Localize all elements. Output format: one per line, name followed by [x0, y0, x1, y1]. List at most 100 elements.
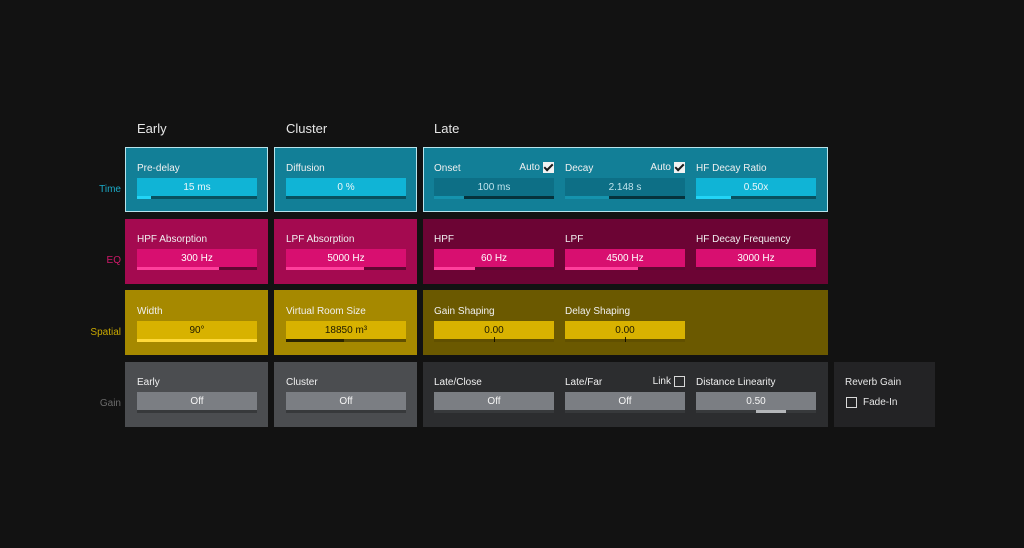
- width-value: 90°: [189, 325, 205, 336]
- virtual-room-size-value: 18850 m³: [324, 325, 368, 336]
- row-label-spatial: Spatial: [90, 327, 121, 338]
- delay-shaping-slider[interactable]: 0.00: [565, 321, 685, 342]
- distance-linearity-track: [696, 410, 816, 413]
- hpf-label: HPF: [434, 234, 454, 245]
- gain-shaping-track: [434, 337, 554, 342]
- lpf-absorption-track: [286, 267, 406, 270]
- late-close-value: Off: [487, 396, 501, 407]
- distance-linearity-label: Distance Linearity: [696, 377, 776, 388]
- distance-linearity-fill: [756, 410, 786, 413]
- predelay-control: Pre-delay 15 ms: [137, 162, 257, 199]
- hpf-absorption-slider[interactable]: 300 Hz: [137, 249, 257, 270]
- onset-value: 100 ms: [477, 182, 511, 193]
- onset-fill: [434, 196, 464, 199]
- hf-decay-ratio-track: [696, 196, 816, 199]
- virtual-room-size-control: Virtual Room Size 18850 m³: [286, 305, 406, 342]
- reverb-gain-title: Reverb Gain: [845, 377, 902, 388]
- lpf-track: [565, 267, 685, 270]
- predelay-track: [137, 196, 257, 199]
- decay-auto-label: Auto: [650, 162, 671, 173]
- late-close-field[interactable]: Off: [434, 392, 554, 413]
- gain-shaping-label: Gain Shaping: [434, 306, 495, 317]
- gain-cluster-track: [286, 410, 406, 413]
- link-checkbox[interactable]: [674, 376, 685, 387]
- decay-value: 2.148 s: [608, 182, 642, 193]
- onset-auto-label: Auto: [519, 162, 540, 173]
- fade-in-toggle[interactable]: Fade-In: [846, 397, 897, 408]
- diffusion-control: Diffusion 0 %: [286, 162, 406, 199]
- predelay-slider[interactable]: 15 ms: [137, 178, 257, 199]
- link-label: Link: [652, 376, 671, 387]
- diffusion-value: 0 %: [337, 182, 355, 193]
- hf-decay-frequency-control: HF Decay Frequency 3000 Hz: [696, 233, 816, 270]
- onset-track: [434, 196, 554, 199]
- lpf-absorption-control: LPF Absorption 5000 Hz: [286, 233, 406, 270]
- decay-auto-checkbox[interactable]: [674, 162, 685, 173]
- late-far-field[interactable]: Off: [565, 392, 685, 413]
- row-label-time: Time: [99, 184, 121, 195]
- gain-shaping-slider[interactable]: 0.00: [434, 321, 554, 342]
- delay-shaping-value: 0.00: [615, 325, 635, 336]
- hf-decay-ratio-label: HF Decay Ratio: [696, 163, 767, 174]
- hpf-control: HPF 60 Hz: [434, 233, 554, 270]
- hpf-slider[interactable]: 60 Hz: [434, 249, 554, 270]
- distance-linearity-slider[interactable]: 0.50: [696, 392, 816, 413]
- gain-cluster-value: Off: [339, 396, 353, 407]
- hf-decay-frequency-track: [696, 267, 816, 270]
- hpf-absorption-label: HPF Absorption: [137, 234, 208, 245]
- decay-label: Decay: [565, 163, 594, 174]
- lpf-absorption-slider[interactable]: 5000 Hz: [286, 249, 406, 270]
- gain-shaping-value: 0.00: [484, 325, 504, 336]
- hpf-fill: [434, 267, 475, 270]
- column-header-late: Late: [434, 121, 460, 136]
- virtual-room-size-label: Virtual Room Size: [286, 306, 366, 317]
- hpf-value: 60 Hz: [480, 253, 508, 264]
- onset-auto-checkbox[interactable]: [543, 162, 554, 173]
- hf-decay-ratio-control: HF Decay Ratio 0.50x: [696, 162, 816, 199]
- diffusion-slider[interactable]: 0 %: [286, 178, 406, 199]
- decay-track: [565, 196, 685, 199]
- row-label-eq: EQ: [106, 255, 121, 266]
- hpf-absorption-value: 300 Hz: [181, 253, 213, 264]
- hf-decay-ratio-fill: [696, 196, 731, 199]
- decay-fill: [565, 196, 610, 199]
- onset-auto-toggle[interactable]: Auto: [519, 162, 554, 173]
- width-slider[interactable]: 90°: [137, 321, 257, 342]
- late-far-value: Off: [618, 396, 632, 407]
- hf-decay-ratio-value: 0.50x: [743, 182, 769, 193]
- hpf-absorption-fill: [137, 267, 219, 270]
- onset-label: Onset: [434, 163, 461, 174]
- width-label: Width: [137, 306, 163, 317]
- virtual-room-size-slider[interactable]: 18850 m³: [286, 321, 406, 342]
- width-fill: [137, 339, 257, 342]
- gain-cluster-field[interactable]: Off: [286, 392, 406, 413]
- decay-slider[interactable]: 2.148 s: [565, 178, 685, 199]
- delay-shaping-center-tick: [625, 337, 626, 342]
- width-track: [137, 339, 257, 342]
- gain-early-field[interactable]: Off: [137, 392, 257, 413]
- width-control: Width 90°: [137, 305, 257, 342]
- gain-cluster-label: Cluster: [286, 377, 318, 388]
- column-header-early: Early: [137, 121, 167, 136]
- fade-in-checkbox[interactable]: [846, 397, 857, 408]
- onset-slider[interactable]: 100 ms: [434, 178, 554, 199]
- gain-early-label: Early: [137, 377, 160, 388]
- predelay-value: 15 ms: [183, 182, 211, 193]
- diffusion-track: [286, 196, 406, 199]
- virtual-room-size-track: [286, 339, 406, 342]
- hf-decay-ratio-slider[interactable]: 0.50x: [696, 178, 816, 199]
- hf-decay-frequency-slider[interactable]: 3000 Hz: [696, 249, 816, 270]
- column-header-cluster: Cluster: [286, 121, 328, 136]
- lpf-control: LPF 4500 Hz: [565, 233, 685, 270]
- lpf-slider[interactable]: 4500 Hz: [565, 249, 685, 270]
- reverb-gain-panel: [834, 362, 935, 427]
- delay-shaping-track: [565, 337, 685, 342]
- gain-early-value: Off: [190, 396, 204, 407]
- late-far-label: Late/Far: [565, 377, 603, 388]
- lpf-fill: [565, 267, 639, 270]
- late-close-label: Late/Close: [434, 377, 482, 388]
- lpf-label: LPF: [565, 234, 584, 245]
- hf-decay-frequency-label: HF Decay Frequency: [696, 234, 791, 245]
- decay-auto-toggle[interactable]: Auto: [650, 162, 685, 173]
- link-toggle[interactable]: Link: [653, 376, 685, 387]
